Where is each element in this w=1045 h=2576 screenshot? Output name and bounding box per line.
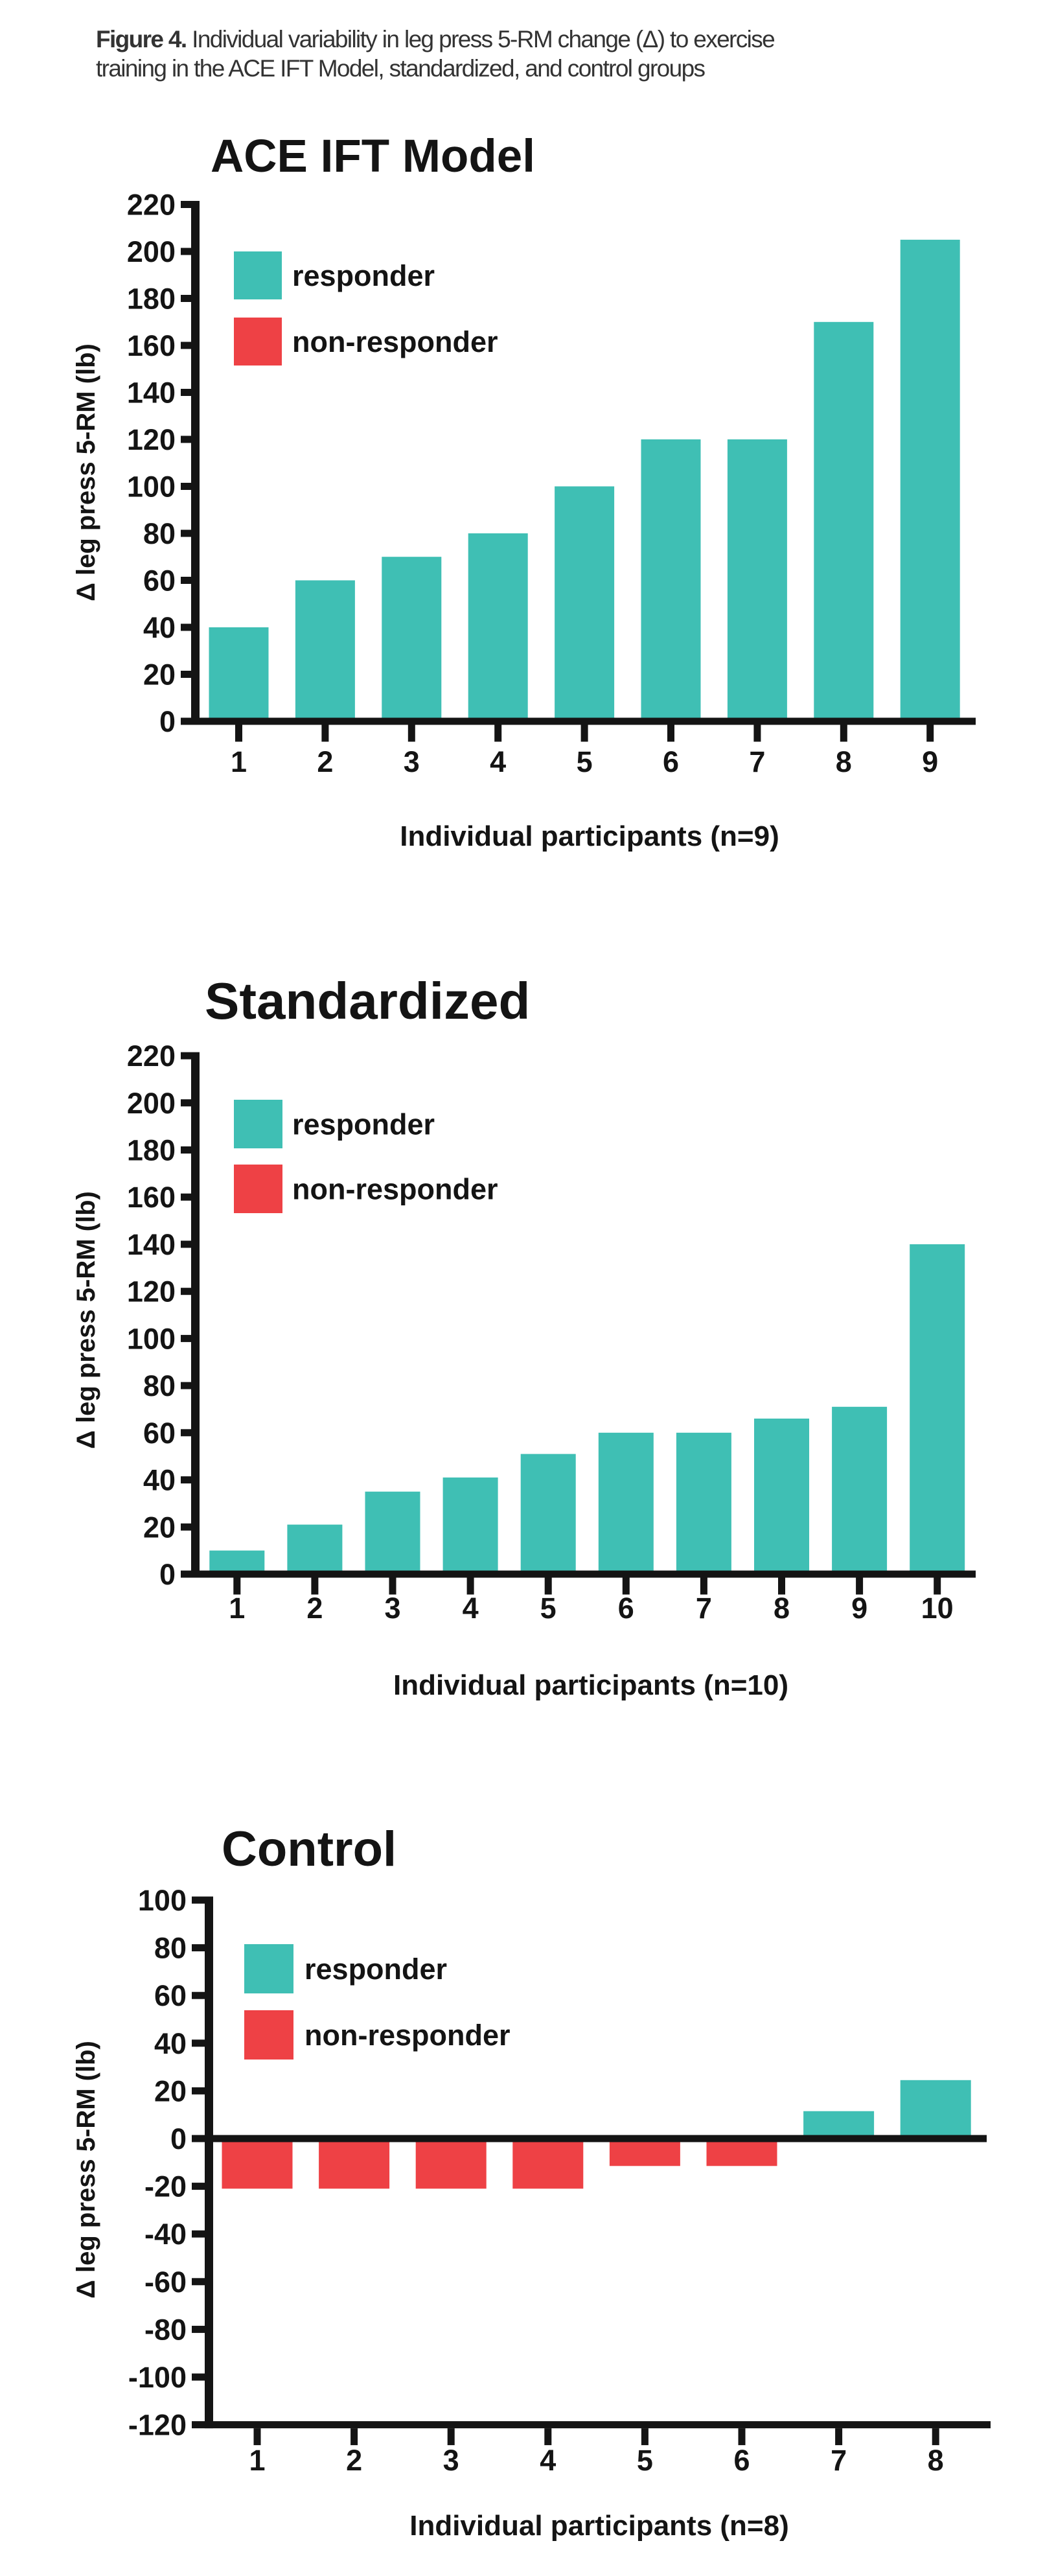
svg-text:Individual participants (n=9): Individual participants (n=9) xyxy=(400,820,779,852)
svg-text:3: 3 xyxy=(443,2444,459,2477)
svg-text:-100: -100 xyxy=(128,2361,187,2394)
svg-text:160: 160 xyxy=(127,1181,176,1214)
svg-text:Δ leg press 5-RM (lb): Δ leg press 5-RM (lb) xyxy=(72,1191,100,1449)
svg-text:60: 60 xyxy=(154,1979,187,2012)
svg-text:Δ leg press 5-RM (lb): Δ leg press 5-RM (lb) xyxy=(72,343,100,601)
svg-text:120: 120 xyxy=(127,1275,176,1308)
svg-text:2: 2 xyxy=(317,745,333,778)
svg-text:20: 20 xyxy=(143,658,176,691)
svg-text:10: 10 xyxy=(921,1592,954,1625)
svg-text:responder: responder xyxy=(304,1953,447,1986)
svg-text:non-responder: non-responder xyxy=(292,1173,498,1206)
svg-text:120: 120 xyxy=(127,423,176,456)
svg-text:Δ leg press 5-RM (lb): Δ leg press 5-RM (lb) xyxy=(72,2041,100,2299)
svg-text:6: 6 xyxy=(663,745,679,778)
svg-text:7: 7 xyxy=(831,2444,847,2477)
svg-text:4: 4 xyxy=(463,1592,479,1625)
svg-text:0: 0 xyxy=(159,705,176,738)
svg-text:1: 1 xyxy=(249,2444,265,2477)
svg-text:80: 80 xyxy=(143,517,176,550)
svg-text:-120: -120 xyxy=(128,2409,187,2442)
svg-text:20: 20 xyxy=(154,2074,187,2107)
svg-text:2: 2 xyxy=(346,2444,362,2477)
svg-text:220: 220 xyxy=(127,189,176,222)
svg-text:9: 9 xyxy=(922,745,938,778)
svg-text:180: 180 xyxy=(127,283,176,316)
svg-text:6: 6 xyxy=(733,2444,750,2477)
svg-text:140: 140 xyxy=(127,377,176,410)
svg-text:Standardized: Standardized xyxy=(205,972,530,1030)
svg-text:7: 7 xyxy=(696,1592,712,1625)
svg-text:-20: -20 xyxy=(144,2170,187,2203)
svg-text:80: 80 xyxy=(143,1369,176,1402)
svg-text:8: 8 xyxy=(928,2444,944,2477)
svg-text:20: 20 xyxy=(143,1511,176,1544)
svg-text:5: 5 xyxy=(540,1592,557,1625)
svg-text:40: 40 xyxy=(143,611,176,644)
svg-text:80: 80 xyxy=(154,1932,187,1965)
svg-text:non-responder: non-responder xyxy=(292,325,498,358)
svg-text:200: 200 xyxy=(127,235,176,268)
svg-text:40: 40 xyxy=(154,2027,187,2060)
svg-text:220: 220 xyxy=(127,1039,176,1073)
svg-text:responder: responder xyxy=(292,1108,435,1141)
svg-text:9: 9 xyxy=(851,1592,867,1625)
svg-text:5: 5 xyxy=(577,745,593,778)
svg-text:non-responder: non-responder xyxy=(304,2019,511,2052)
svg-text:60: 60 xyxy=(143,564,176,598)
svg-text:4: 4 xyxy=(540,2444,556,2477)
svg-text:8: 8 xyxy=(836,745,852,778)
svg-text:1: 1 xyxy=(229,1592,245,1625)
svg-text:180: 180 xyxy=(127,1134,176,1167)
svg-text:1: 1 xyxy=(231,745,247,778)
svg-text:200: 200 xyxy=(127,1087,176,1120)
svg-text:100: 100 xyxy=(138,1884,187,1917)
svg-text:-60: -60 xyxy=(144,2266,187,2299)
svg-text:8: 8 xyxy=(774,1592,790,1625)
svg-text:-80: -80 xyxy=(144,2313,187,2346)
svg-text:Individual participants (n=8): Individual participants (n=8) xyxy=(409,2510,789,2542)
svg-text:0: 0 xyxy=(170,2122,187,2155)
svg-text:7: 7 xyxy=(749,745,765,778)
svg-text:60: 60 xyxy=(143,1417,176,1450)
svg-text:3: 3 xyxy=(404,745,420,778)
svg-text:40: 40 xyxy=(143,1464,176,1497)
svg-text:0: 0 xyxy=(159,1558,176,1591)
svg-text:5: 5 xyxy=(637,2444,653,2477)
svg-text:-40: -40 xyxy=(144,2218,187,2251)
svg-text:2: 2 xyxy=(306,1592,323,1625)
svg-text:Control: Control xyxy=(222,1822,396,1877)
svg-text:Individual participants (n=10): Individual participants (n=10) xyxy=(393,1669,788,1701)
svg-text:ACE IFT Model: ACE IFT Model xyxy=(211,131,535,182)
svg-text:3: 3 xyxy=(384,1592,400,1625)
svg-text:100: 100 xyxy=(127,1322,176,1355)
svg-text:4: 4 xyxy=(490,745,506,778)
svg-text:140: 140 xyxy=(127,1228,176,1261)
svg-text:160: 160 xyxy=(127,329,176,362)
svg-text:responder: responder xyxy=(292,259,435,292)
svg-text:6: 6 xyxy=(618,1592,634,1625)
svg-text:100: 100 xyxy=(127,470,176,504)
